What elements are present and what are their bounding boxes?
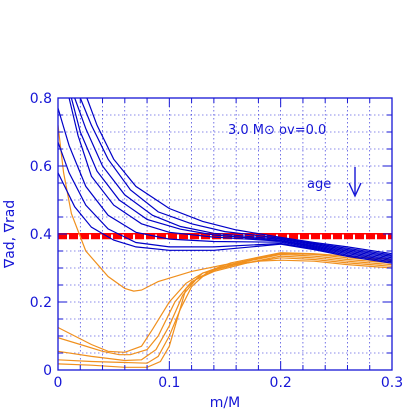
y-tick-label: 0.8	[30, 91, 52, 107]
x-tick-label: 0.2	[270, 375, 292, 391]
adiabatic-profile-curve-3	[58, 255, 392, 356]
adiabatic-profile-curve-4	[58, 253, 392, 362]
age-arrow-icon	[348, 167, 362, 198]
y-tick-label: 0	[43, 363, 52, 379]
tick-labels: 0 0.1 0.2 0.3 0 0.2 0.4 0.6 0.8	[30, 91, 403, 391]
adiabatic-profile-curve-6	[58, 252, 392, 368]
model-annotation: 3.0 M⊙ ov=0.0	[228, 123, 326, 138]
age-annotation: age	[307, 177, 331, 192]
radiative-gradient-curve-4	[70, 98, 392, 259]
x-tick-label: 0.3	[381, 375, 403, 391]
radiative-gradient-curve-1	[86, 98, 392, 255]
y-tick-label: 0.6	[30, 159, 52, 175]
radiative-gradient-curve-3	[74, 98, 392, 257]
adiabatic-profile-curve-2	[58, 257, 392, 353]
y-tick-label: 0.4	[30, 227, 52, 243]
radiative-gradient-curve-7	[58, 141, 392, 263]
x-tick-label: 0.1	[158, 375, 180, 391]
y-axis-label: ∇ad, ∇rad	[2, 200, 18, 269]
x-axis-label: m/M	[210, 395, 240, 411]
adiabatic-profile-curve-5	[58, 252, 392, 364]
adiabatic-profile-curve-1	[58, 125, 392, 292]
y-tick-label: 0.2	[30, 295, 52, 311]
x-tick-label: 0	[54, 375, 63, 391]
radiative-gradient-curve-6	[58, 108, 392, 262]
radiative-gradient-curve-2	[79, 98, 392, 256]
series-layer	[58, 98, 392, 368]
radiative-gradient-curve-8	[58, 172, 392, 264]
axes	[57, 97, 393, 371]
radiative-gradient-curve-5	[68, 98, 392, 260]
